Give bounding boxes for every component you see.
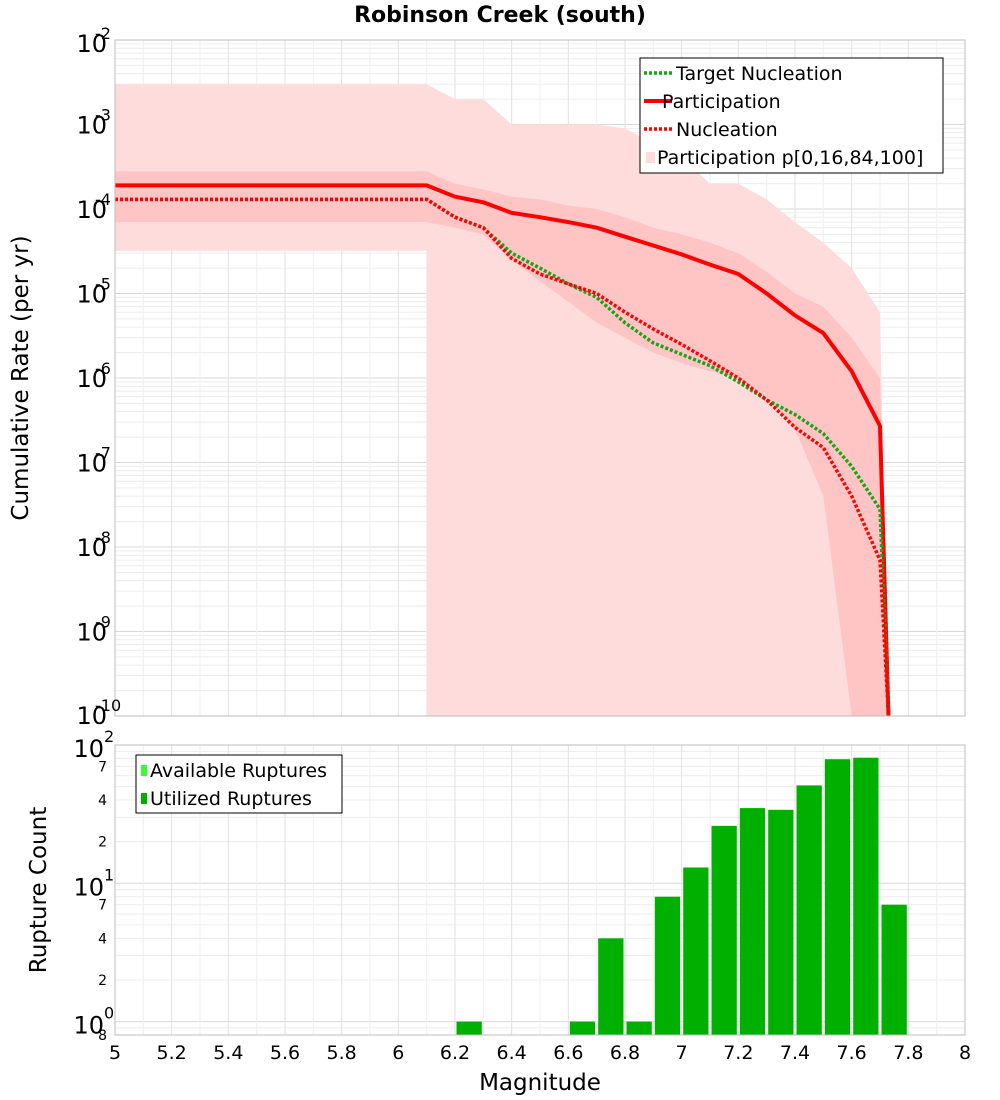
top-legend: Target Nucleation Participation Nucleation… [639,57,944,174]
top-bands [115,84,889,716]
x-tick-label: 6 [392,1042,404,1064]
rupture-bar [796,785,822,1035]
x-tick-label: 5.6 [270,1042,300,1064]
participation-band-1 [115,171,889,716]
bottom-y-tick-exponent: 1 [104,865,114,884]
rupture-bar [768,809,794,1035]
y-tick-exponent: -9 [95,613,111,632]
x-tick-label: 6.2 [440,1042,470,1064]
bottom-y-axis-label: Rupture Count [26,807,52,973]
bottom-y-minor-label: 4 [98,931,107,947]
bottom-y-tick-exponent: 0 [104,1004,114,1023]
legend-swatch-bar [141,765,147,776]
bottom-y-minor-label: 2 [98,973,107,989]
y-tick-exponent: -10 [95,696,121,715]
x-tick-label: 7.8 [893,1042,923,1064]
x-tick-label: 6.4 [497,1042,527,1064]
bottom-y-tick-base: 10 [73,735,104,763]
top-legend-box [639,57,944,174]
legend-swatch-band [646,152,655,163]
y-tick-base: 10 [76,196,107,224]
x-tick-label: 7 [676,1042,688,1064]
rupture-bar [456,1021,482,1035]
top-lines [115,183,891,717]
top-y-ticks: 10-210-310-410-510-610-710-810-910-10 [76,24,121,730]
top-plot-frame [114,39,966,717]
y-tick-exponent: -4 [95,190,111,209]
series-line-nucleation [115,197,891,717]
top-panel: 10-210-310-410-510-610-710-810-910-10 Cu… [8,24,966,730]
x-tick-label: 5.8 [327,1042,357,1064]
y-tick-base: 10 [76,281,107,309]
rupture-bar [824,759,851,1035]
y-tick-exponent: -3 [95,106,111,125]
rupture-bar [598,938,624,1035]
legend-label: Participation p[0,16,84,100] [657,147,923,169]
bottom-y-tick-exponent: 2 [104,727,114,746]
x-ticks: 5 5.2 5.4 5.6 5.8 6 6.2 6.4 6.6 6.8 7 7.2 7.4 7.6 7.8 8 [109,1042,971,1064]
rupture-bar [683,867,709,1035]
bottom-y-minor-label: 8 [98,1028,107,1044]
x-axis-label: Magnitude [479,1070,601,1096]
top-y-axis-label: Cumulative Rate (per yr) [8,235,34,520]
x-tick-label: 6.6 [553,1042,583,1064]
rupture-bar [569,1021,596,1035]
rupture-bar [626,1021,652,1035]
rupture-bar [739,808,766,1035]
x-tick-label: 6.8 [610,1042,640,1064]
y-tick-exponent: -8 [95,528,111,547]
y-tick-base: 10 [76,112,107,140]
legend-label: Utilized Ruptures [150,788,312,810]
bottom-y-minor-label: 7 [98,898,107,914]
bottom-legend: Available Ruptures Utilized Ruptures [135,754,343,814]
y-tick-exponent: -7 [95,444,111,463]
y-tick-exponent: -2 [95,24,111,43]
legend-label: Participation [662,91,781,113]
rupture-bar [881,904,907,1035]
x-tick-label: 5.4 [213,1042,243,1064]
bottom-y-tick-base: 10 [73,1012,104,1040]
rupture-bar [654,896,681,1035]
chart-title: Robinson Creek (south) [354,3,646,28]
y-tick-exponent: -6 [95,359,111,378]
y-tick-base: 10 [76,365,107,393]
bottom-bars [456,757,907,1035]
rupture-bar [853,757,879,1035]
x-tick-label: 5 [109,1042,121,1064]
rupture-bar [711,825,737,1035]
bottom-y-minor-label: 2 [98,835,107,851]
y-tick-base: 10 [76,534,107,562]
bottom-y-minor-label: 4 [98,793,107,809]
legend-label: Available Ruptures [150,760,327,782]
series-line-participation [115,183,891,717]
x-tick-label: 7.4 [780,1042,810,1064]
bottom-plot-frame [114,744,966,1036]
y-tick-exponent: -5 [95,275,111,294]
bottom-y-minor-label: 7 [98,759,107,775]
y-tick-base: 10 [76,450,107,478]
x-tick-label: 8 [959,1042,971,1064]
bottom-legend-box [135,754,343,814]
x-tick-label: 7.6 [837,1042,867,1064]
y-tick-base: 10 [76,30,107,58]
y-tick-base: 10 [76,619,107,647]
legend-label: Nucleation [676,119,778,141]
x-tick-label: 7.2 [723,1042,753,1064]
bottom-y-tick-base: 10 [73,873,104,901]
y-tick-base: 10 [76,702,107,730]
x-tick-label: 5.2 [157,1042,187,1064]
legend-swatch-bar [141,793,147,804]
legend-label: Target Nucleation [675,63,843,85]
